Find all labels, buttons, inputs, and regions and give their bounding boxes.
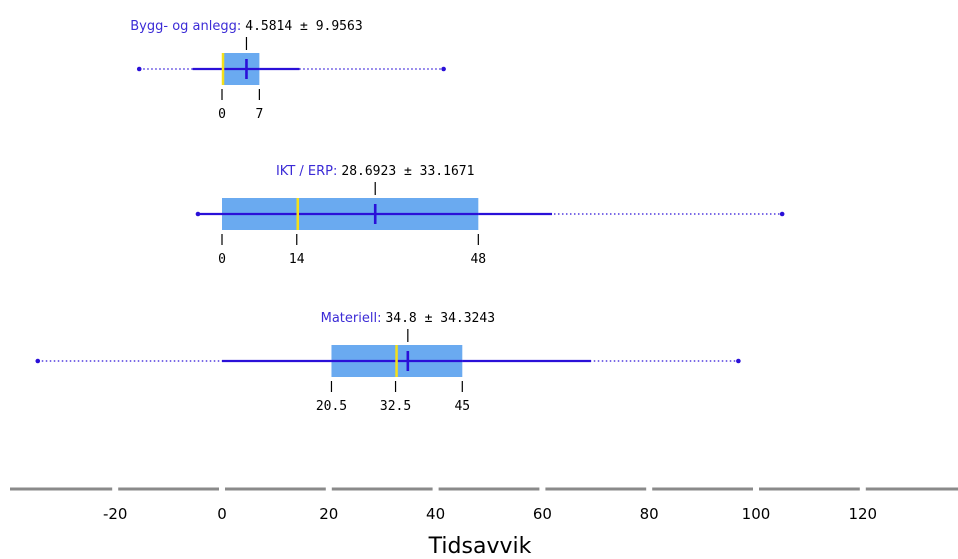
group-name: Materiell:	[321, 311, 382, 326]
quartile-label: 32.5	[380, 399, 411, 414]
tick-label: 0	[217, 505, 227, 523]
box-groups: Bygg- og anlegg: 4.5814 ± 9.9563 0 7 IKT / E…	[35, 19, 785, 414]
range-end-dot	[441, 66, 446, 72]
box-group: IKT / ERP: 28.6923 ± 33.1671 0 14 48	[195, 164, 785, 267]
tick-label: 60	[533, 505, 552, 523]
tick-label: 120	[848, 505, 877, 523]
quartile-label: 0	[218, 252, 226, 267]
range-end-dot	[35, 358, 41, 364]
axis-tick	[432, 487, 439, 491]
box-group: Bygg- og anlegg: 4.5814 ± 9.9563 0 7	[130, 19, 446, 122]
x-axis: -20 0 20 40 60 80 100 120	[10, 487, 958, 523]
quartile-label: 7	[255, 107, 263, 122]
group-label: IKT / ERP: 28.6923 ± 33.1671	[276, 164, 474, 179]
axis-tick	[325, 487, 332, 491]
group-name: Bygg- og anlegg:	[130, 19, 241, 34]
quartile-label: 45	[454, 399, 470, 414]
group-stat: 4.5814 ± 9.9563	[245, 19, 362, 34]
quartile-label: 14	[289, 252, 305, 267]
range-end-dot	[779, 211, 785, 217]
axis-tick	[859, 487, 866, 491]
axis-tick	[539, 487, 546, 491]
group-label: Materiell: 34.8 ± 34.3243	[321, 311, 495, 326]
tick-label: -20	[103, 505, 128, 523]
axis-tick	[646, 487, 653, 491]
group-stat: 28.6923 ± 33.1671	[341, 164, 474, 179]
box-group: Materiell: 34.8 ± 34.3243 20.5 32.5 45	[35, 311, 741, 414]
tick-label: 100	[742, 505, 771, 523]
quartile-label: 48	[470, 252, 486, 267]
axis-tick	[753, 487, 759, 491]
axis-tick	[219, 487, 225, 491]
quartile-label: 20.5	[316, 399, 347, 414]
tick-label: 20	[319, 505, 338, 523]
group-stat: 34.8 ± 34.3243	[385, 311, 495, 326]
tick-label: 80	[640, 505, 659, 523]
axis-tick	[112, 487, 119, 491]
group-name: IKT / ERP:	[276, 164, 337, 179]
tick-label: 40	[426, 505, 445, 523]
range-end-dot	[736, 358, 741, 364]
x-axis-title: Tidsavvik	[428, 534, 532, 559]
range-end-dot	[136, 66, 142, 72]
quartile-label: 0	[218, 107, 226, 122]
group-label: Bygg- og anlegg: 4.5814 ± 9.9563	[130, 19, 362, 34]
